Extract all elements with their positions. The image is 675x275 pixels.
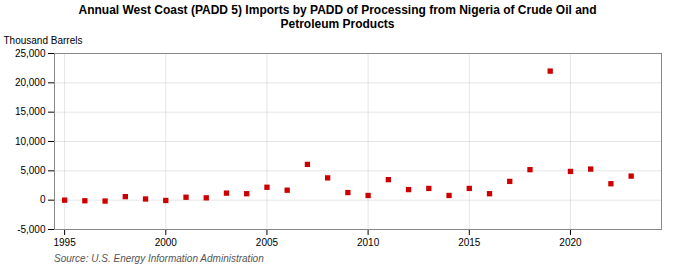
svg-text:2005: 2005: [256, 237, 279, 248]
html-text:Annual West Coast (PADD 5) Imp: Annual West Coast (PADD 5) Imports by PA…: [78, 3, 597, 31]
svg-text:2000: 2000: [155, 237, 178, 248]
svg-text:Thousand Barrels: Thousand Barrels: [4, 35, 83, 46]
svg-text:2015: 2015: [458, 237, 481, 248]
svg-text:10,000: 10,000: [15, 136, 46, 147]
svg-text:2010: 2010: [357, 237, 380, 248]
svg-text:15,000: 15,000: [15, 106, 46, 117]
html-text:Source: U.S. Energy Informatio: Source: U.S. Energy Information Administ…: [54, 253, 264, 264]
svg-text:-5,000: -5,000: [17, 224, 46, 235]
svg-text:2020: 2020: [559, 237, 582, 248]
svg-text:1995: 1995: [53, 237, 76, 248]
svg-text:20,000: 20,000: [15, 77, 46, 88]
svg-text:0: 0: [40, 194, 46, 205]
svg-text:25,000: 25,000: [15, 48, 46, 59]
svg-text:5,000: 5,000: [20, 165, 45, 176]
